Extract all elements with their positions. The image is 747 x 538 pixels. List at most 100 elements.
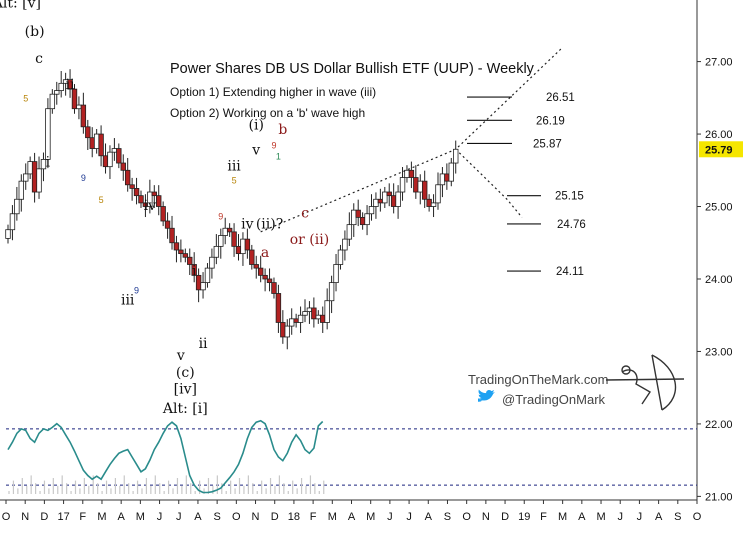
indicator-line — [7, 419, 324, 494]
candle — [213, 245, 220, 258]
option-2-text: Option 2) Working on a 'b' wave high — [170, 106, 365, 120]
x-tick-label: N — [252, 511, 260, 523]
candle — [49, 93, 56, 110]
x-tick-label: F — [540, 511, 547, 523]
candle — [404, 169, 410, 178]
candle — [355, 209, 361, 218]
candle — [187, 256, 193, 265]
candle — [31, 161, 38, 193]
candle — [93, 133, 100, 149]
candle — [346, 224, 353, 240]
chart-title: Power Shares DB US Dollar Bullish ETF (U… — [170, 61, 535, 77]
wave-label: c — [301, 205, 309, 221]
y-tick-label: 25.00 — [705, 202, 733, 214]
candle — [124, 169, 131, 186]
x-tick-label: J — [637, 511, 643, 523]
x-tick-label: A — [117, 511, 125, 523]
setup-count-label: 5 — [232, 175, 237, 185]
x-tick-label: O — [462, 511, 471, 523]
x-tick-label: 18 — [288, 511, 300, 523]
attribution-site: TradingOnTheMark.com — [468, 372, 608, 387]
candle — [275, 293, 282, 323]
candle — [147, 191, 153, 207]
wave-label: a — [261, 245, 269, 261]
candle — [235, 245, 242, 255]
wave-label: c — [35, 51, 43, 67]
candle — [9, 213, 16, 231]
candle — [395, 191, 401, 207]
candle — [67, 79, 73, 90]
archer-logo-icon — [605, 354, 685, 411]
candle — [413, 177, 419, 193]
wave-label: ii — [199, 336, 208, 352]
wave-label: i — [46, 155, 51, 171]
wave-label: Alt: [i] — [162, 401, 208, 417]
x-tick-label: D — [501, 511, 509, 523]
x-tick-label: A — [194, 511, 202, 523]
candle — [58, 82, 64, 91]
candle — [23, 173, 29, 182]
x-tick-label: D — [271, 511, 279, 523]
x-tick-label: S — [674, 511, 681, 523]
candle — [324, 300, 330, 323]
candle — [289, 318, 295, 327]
candle — [54, 90, 60, 95]
x-tick-label: M — [328, 511, 337, 523]
candle — [386, 191, 392, 197]
x-tick-label: M — [366, 511, 375, 523]
x-tick-label: A — [348, 511, 356, 523]
x-tick-label: A — [425, 511, 433, 523]
candle — [169, 227, 175, 244]
candle — [129, 184, 135, 189]
setup-count-label: 9 — [218, 212, 223, 222]
wave-label: v — [251, 142, 260, 158]
candle — [240, 238, 246, 255]
twitter-bird-icon — [478, 389, 496, 402]
last-price-label: 25.79 — [705, 144, 733, 156]
candle — [271, 282, 277, 294]
candle — [257, 267, 264, 276]
candle — [453, 148, 459, 164]
candle — [160, 206, 166, 222]
x-tick-label: 19 — [518, 511, 530, 523]
candle — [439, 173, 446, 186]
option-1-text: Option 1) Extending higher in wave (iii) — [170, 85, 376, 99]
candle — [249, 249, 255, 265]
wave-label: (ii)? — [256, 216, 283, 232]
candle — [368, 206, 375, 215]
candle — [284, 325, 290, 338]
attribution: TradingOnTheMark.com @TradingOnMark — [468, 354, 685, 411]
wave-label: [iv] — [174, 381, 197, 397]
x-tick-label: J — [387, 511, 393, 523]
indicator-panel — [6, 419, 697, 494]
candle — [266, 278, 273, 284]
candle — [111, 148, 118, 153]
wave-label: (b) — [25, 24, 45, 40]
candle — [435, 184, 441, 204]
candle — [98, 133, 104, 157]
candle — [27, 161, 33, 175]
candle — [364, 213, 370, 226]
y-tick-label: 21.00 — [705, 491, 733, 503]
candle — [5, 229, 11, 239]
candle — [373, 198, 379, 207]
wave-label: b — [278, 122, 287, 138]
candle — [156, 195, 162, 207]
last-price-badge — [699, 141, 743, 158]
wave-label: iv — [241, 216, 253, 232]
target-level-label: 26.19 — [536, 115, 565, 127]
candle — [390, 195, 397, 207]
x-tick-label: O — [693, 511, 702, 523]
candle — [85, 126, 91, 139]
wave-label: iv — [144, 198, 156, 214]
candle — [164, 220, 171, 229]
x-tick-label: S — [213, 511, 220, 523]
x-tick-label: N — [482, 511, 490, 523]
target-level-label: 24.11 — [556, 266, 584, 278]
wave-label: v — [176, 348, 185, 364]
projection-wave-c-path — [455, 148, 523, 218]
setup-count-label: 5 — [99, 195, 104, 205]
plot-frame — [0, 0, 698, 501]
setup-count-label: 9 — [271, 141, 276, 151]
